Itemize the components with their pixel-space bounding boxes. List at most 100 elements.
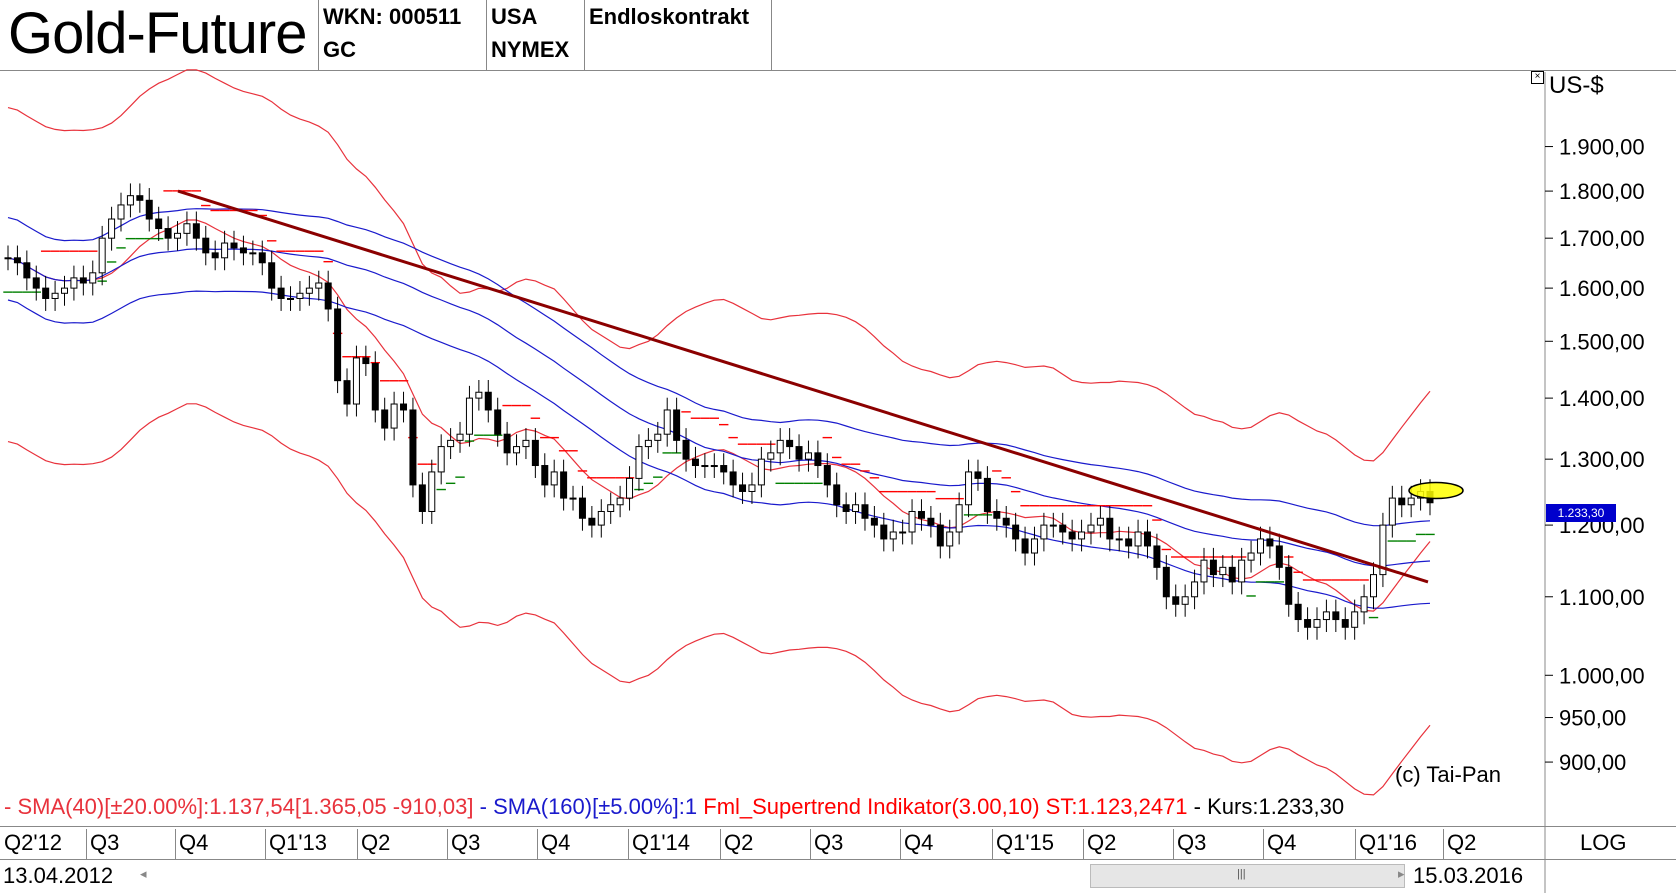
candle-body (164, 228, 172, 239)
candle-body (804, 452, 812, 460)
supertrend-bear-step (1086, 505, 1096, 507)
supertrend-bear-step (172, 190, 183, 192)
candle-body (974, 471, 982, 479)
candle-body (1115, 538, 1123, 541)
candle-body (1247, 552, 1255, 561)
supertrend-bear-step (756, 443, 767, 445)
scroll-left-icon[interactable]: ◂ (140, 866, 147, 881)
supertrend-bear-step (1189, 556, 1200, 558)
candle-body (682, 439, 690, 460)
candle-body (221, 242, 229, 259)
candle-body (484, 391, 492, 411)
candle-body (1360, 596, 1368, 613)
y-tick-label: 1.300,00 (1559, 447, 1645, 472)
time-scrollbar[interactable]: ||| (1090, 864, 1405, 888)
y-tick-label: 1.100,00 (1559, 585, 1645, 610)
supertrend-bear-step (50, 250, 60, 252)
supertrend-bull-step (445, 482, 456, 485)
supertrend-bear-step (1340, 579, 1350, 581)
candle-body (880, 524, 888, 540)
y-tick-label: 950,00 (1559, 706, 1626, 731)
x-tick-label: Q2 (361, 830, 391, 855)
candle-body (899, 531, 907, 534)
close-icon[interactable]: × (1531, 71, 1544, 84)
x-tick-divider (86, 829, 87, 859)
supertrend-bear-step (596, 477, 606, 479)
supertrend-bull-step (1368, 616, 1379, 619)
candle-body (757, 458, 765, 486)
sma160-lower-band (7, 290, 1431, 609)
supertrend-bear-step (1020, 505, 1030, 507)
supertrend-bear-step (860, 470, 870, 472)
candle-body (334, 308, 342, 382)
supertrend-bear-step (1171, 556, 1181, 558)
candle-body (522, 439, 530, 448)
candle-body (1012, 524, 1020, 540)
candle-body (362, 357, 370, 365)
candle-body (1153, 545, 1161, 568)
candle-body (1209, 559, 1217, 576)
x-tick-label: Q2 (1087, 830, 1117, 855)
supertrend-bear-step (295, 250, 305, 252)
x-tick-divider (537, 829, 538, 859)
candle-body (1322, 611, 1330, 621)
supertrend-bear-step (1010, 490, 1021, 493)
scroll-grip-icon[interactable]: ||| (1237, 868, 1246, 880)
supertrend-bear-step (191, 190, 202, 192)
supertrend-bull-step (12, 291, 23, 293)
candle-body (390, 403, 398, 429)
scroll-right-icon[interactable]: ▸ (1398, 866, 1405, 881)
supertrend-bear-step (1293, 571, 1303, 573)
candle-body (126, 195, 134, 206)
candle-body (211, 252, 219, 259)
supertrend-bear-step (1067, 505, 1077, 507)
x-tick-label: Q2 (1447, 830, 1477, 855)
candle-body (1172, 596, 1180, 605)
scale-mode-toggle[interactable]: LOG (1580, 830, 1627, 855)
supertrend-bull-step (1255, 581, 1266, 583)
supertrend-bear-step (417, 463, 428, 465)
supertrend-bear-step (879, 490, 889, 493)
candle-body (993, 510, 1001, 519)
candle-body (560, 471, 568, 499)
candle-body (691, 458, 699, 467)
date-range-bar: 13.04.2012 15.03.2016 (0, 860, 1545, 893)
candle-body (343, 380, 351, 405)
x-tick-label: Q1'15 (996, 830, 1055, 855)
supertrend-bull-step (1274, 581, 1285, 583)
supertrend-bull-step (794, 482, 804, 485)
candle-body (202, 237, 210, 254)
date-end: 15.03.2016 (1413, 863, 1524, 888)
supertrend-bear-step (540, 436, 550, 439)
x-tick-label: Q2 (724, 830, 754, 855)
x-tick-label: Q4 (179, 830, 209, 855)
candle-body (324, 282, 332, 310)
candle-body (861, 504, 869, 519)
supertrend-bear-step (1095, 505, 1106, 507)
candle-body (983, 477, 991, 512)
candle-body (1040, 524, 1048, 540)
candle-body (1219, 566, 1227, 576)
candle-body (1304, 619, 1312, 628)
supertrend-bull-step (784, 482, 795, 485)
candle-body (494, 409, 502, 435)
supertrend-bear-step (379, 380, 390, 382)
candle-body (400, 403, 408, 411)
supertrend-bear-step (59, 250, 70, 252)
supertrend-bear-step (342, 356, 352, 358)
candle-body (315, 282, 323, 289)
candle-body (409, 409, 417, 486)
candle-body (1106, 517, 1114, 540)
candle-body (98, 237, 106, 274)
candle-body (1068, 531, 1076, 540)
candle-body (155, 218, 163, 230)
candle-body (371, 363, 379, 411)
x-tick-divider (1355, 829, 1356, 859)
y-tick-label: 1.000,00 (1559, 663, 1645, 688)
candle-body (258, 252, 266, 264)
y-tick-label: 1.700,00 (1559, 226, 1645, 251)
supertrend-bull-step (116, 247, 126, 249)
candle-body (1021, 538, 1029, 554)
candle-body (644, 439, 652, 448)
candle-body (833, 484, 841, 506)
